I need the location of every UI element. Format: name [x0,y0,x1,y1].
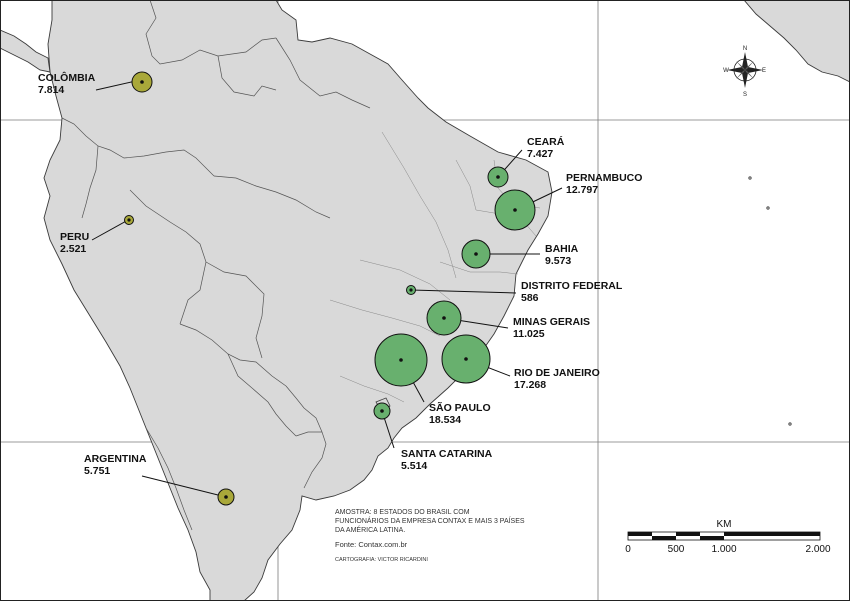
marker-minas-gerais-value: 11.025 [513,328,545,340]
scale-bar: KM 0 500 1.000 2.000 [625,519,831,555]
marker-sao-paulo-name: SÃO PAULO [429,401,491,414]
marker-bahia-name: BAHIA [545,243,579,255]
marker-colombia-value: 7.814 [38,84,64,96]
marker-distrito-federal[interactable]: DISTRITO FEDERAL 586 [406,280,623,304]
marker-peru-value: 2.521 [60,243,86,255]
marker-bahia-value: 9.573 [545,255,571,267]
marker-pernambuco-value: 12.797 [566,184,598,196]
marker-rio-de-janeiro[interactable]: RIO DE JANEIRO 17.268 [441,334,600,391]
marker-argentina[interactable]: ARGENTINA 5.751 [84,453,235,506]
marker-colombia[interactable]: COLÔMBIA 7.814 [38,71,153,96]
marker-pernambuco-name: PERNAMBUCO [566,172,642,184]
internal-borders [61,0,371,531]
marker-minas-gerais-name: MINAS GERAIS [513,316,590,328]
scale-tick-1000: 1.000 [711,544,736,555]
marker-peru-name: PERU [60,231,89,243]
central-america [0,29,51,73]
compass-w-label: W [723,68,729,74]
marker-distrito-federal-name: DISTRITO FEDERAL [521,280,623,292]
marker-colombia-name: COLÔMBIA [38,71,96,84]
marker-bahia[interactable]: BAHIA 9.573 [461,239,579,269]
note-line-1: AMOSTRA: 8 ESTADOS DO BRASIL COM [335,509,470,516]
marker-argentina-name: ARGENTINA [84,453,147,465]
marker-argentina-value: 5.751 [84,465,110,477]
compass-rose-icon: N S E W [723,46,766,98]
marker-pernambuco[interactable]: PERNAMBUCO 12.797 [494,172,642,231]
marker-ceara-name: CEARÁ [527,135,565,148]
marker-ceara[interactable]: CEARÁ 7.427 [487,135,565,188]
compass-n-label: N [743,46,747,52]
scale-tick-0: 0 [625,544,631,555]
scale-tick-2000: 2.000 [805,544,830,555]
marker-minas-gerais[interactable]: MINAS GERAIS 11.025 [426,300,590,340]
marker-santa-catarina[interactable]: SANTA CATARINA 5.514 [373,402,493,472]
source-text: Fonte: Contax.com.br [335,540,408,549]
credit-text: CARTOGRAFIA: VICTOR RICARDINI [335,557,428,563]
marker-rio-de-janeiro-name: RIO DE JANEIRO [514,367,600,379]
marker-rio-de-janeiro-value: 17.268 [514,379,546,391]
map-notes: AMOSTRA: 8 ESTADOS DO BRASIL COM FUNCION… [335,509,525,563]
south-america-landmass [43,0,553,601]
scale-tick-500: 500 [668,544,685,555]
marker-distrito-federal-value: 586 [521,292,539,304]
compass-s-label: S [743,92,747,98]
note-line-3: DA AMÉRICA LATINA. [335,525,405,534]
marker-ceara-value: 7.427 [527,148,553,160]
compass-e-label: E [762,68,766,74]
marker-santa-catarina-name: SANTA CATARINA [401,448,493,460]
africa-coast [743,0,850,83]
marker-sao-paulo[interactable]: SÃO PAULO 18.534 [374,333,491,426]
marker-santa-catarina-value: 5.514 [401,460,427,472]
marker-sao-paulo-value: 18.534 [429,414,461,426]
scale-unit: KM [717,519,732,530]
note-line-2: FUNCIONÁRIOS DA EMPRESA CONTAX E MAIS 3 … [335,516,525,525]
marker-peru[interactable]: PERU 2.521 [60,215,134,256]
